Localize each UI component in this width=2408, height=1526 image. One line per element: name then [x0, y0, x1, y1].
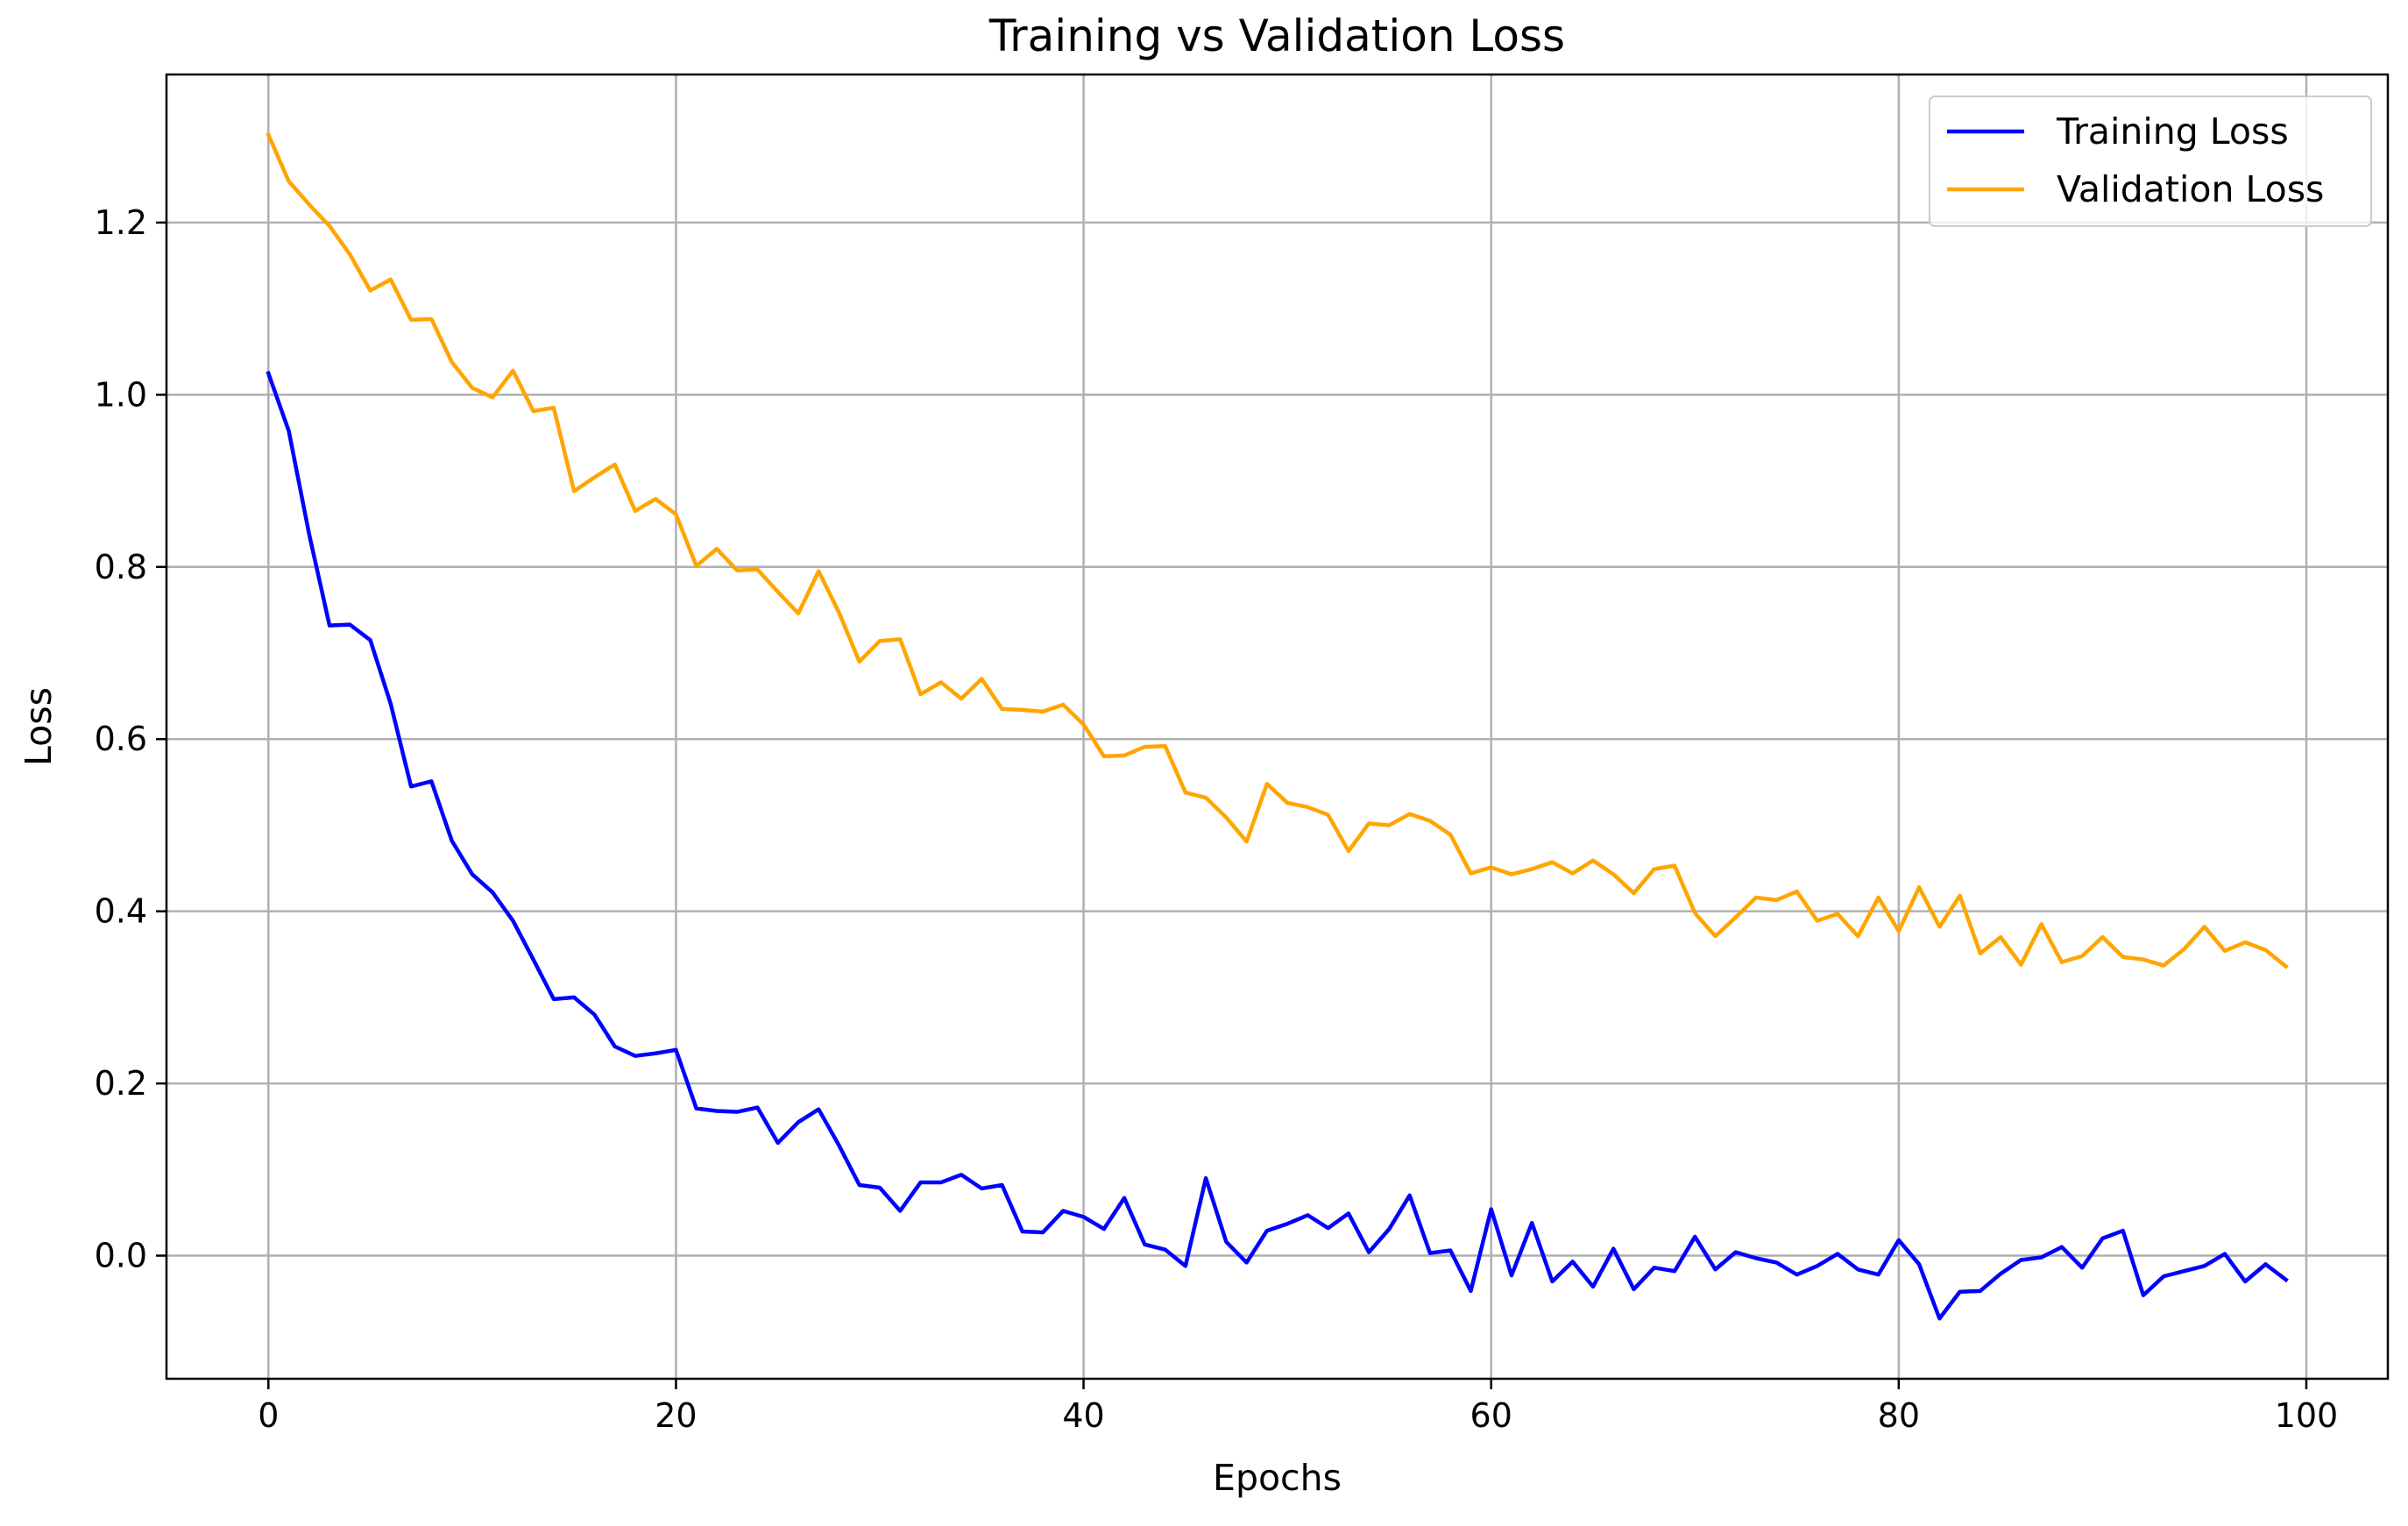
ticks: 0 20 40 60 80 100 0.0 0.2 0.4 0.6 0.8 1.0 1.2 — [95, 203, 2339, 1435]
y-tick-label: 0.4 — [95, 892, 147, 931]
x-tick-label: 100 — [2275, 1396, 2339, 1435]
y-tick-label: 1.2 — [95, 203, 147, 242]
chart-title: Training vs Validation Loss — [988, 11, 1565, 61]
validation-loss-line — [266, 131, 2289, 969]
training-loss-line — [266, 370, 2289, 1321]
y-tick-label: 1.0 — [95, 375, 147, 414]
y-axis-label: Loss — [18, 687, 60, 766]
x-tick-label: 80 — [1878, 1396, 1920, 1435]
legend: Training Loss Validation Loss — [1929, 96, 2372, 227]
x-tick-label: 40 — [1062, 1396, 1104, 1435]
x-axis-label: Epochs — [1213, 1457, 1342, 1499]
series-layer — [266, 131, 2289, 1321]
legend-label-training: Training Loss — [2056, 110, 2289, 153]
x-tick-label: 20 — [655, 1396, 697, 1435]
legend-box — [1929, 96, 2372, 227]
x-tick-label: 60 — [1470, 1396, 1512, 1435]
axes-frame — [165, 73, 2390, 1380]
x-tick-label: 0 — [258, 1396, 279, 1435]
legend-label-validation: Validation Loss — [2057, 168, 2324, 210]
y-tick-label: 0.8 — [95, 548, 147, 586]
y-tick-label: 0.0 — [95, 1237, 147, 1275]
y-tick-label: 0.2 — [95, 1064, 147, 1103]
y-tick-label: 0.6 — [95, 720, 147, 758]
